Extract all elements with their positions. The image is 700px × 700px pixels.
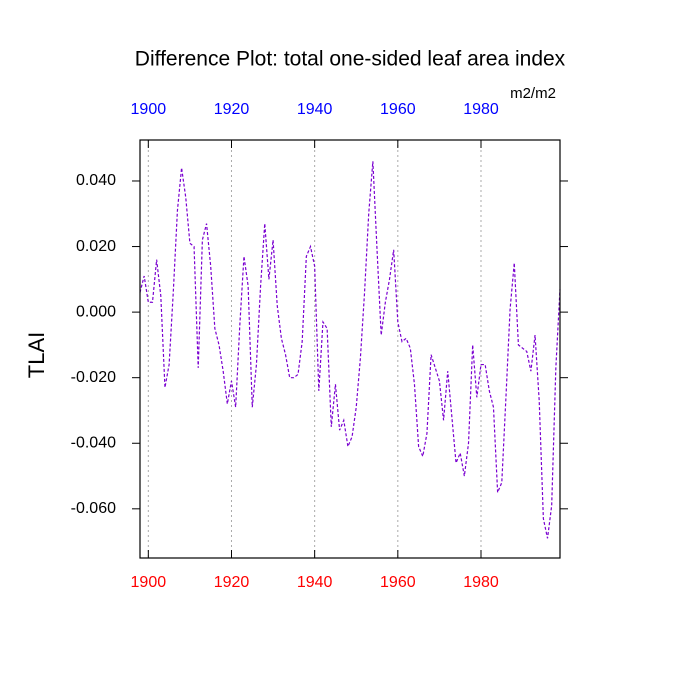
y-tick-label: -0.020	[71, 369, 116, 386]
x-tick-label: 1960	[380, 574, 416, 591]
data-line	[139, 161, 561, 539]
x-tick-label: 1980	[463, 574, 499, 591]
y-tick-label: -0.040	[71, 434, 116, 451]
y-tick-label: 0.020	[76, 238, 116, 255]
x2-tick-label: 1920	[214, 101, 250, 118]
y-tick-label: -0.060	[71, 500, 116, 517]
x2-tick-label: 1980	[463, 101, 499, 118]
x-tick-label: 1920	[214, 574, 250, 591]
x-tick-label: 1940	[297, 574, 333, 591]
x2-tick-label: 1940	[297, 101, 333, 118]
x2-tick-label: 1900	[131, 101, 167, 118]
x2-tick-label: 1960	[380, 101, 416, 118]
y-axis-label: TLAI	[24, 332, 49, 378]
x-tick-label: 1900	[131, 574, 167, 591]
plot-frame	[139, 139, 561, 559]
y-tick-label: 0.000	[76, 303, 116, 320]
y-tick-label: 0.040	[76, 172, 116, 189]
chart-title: Difference Plot: total one-sided leaf ar…	[135, 48, 566, 71]
units-label: m2/m2	[510, 85, 556, 102]
